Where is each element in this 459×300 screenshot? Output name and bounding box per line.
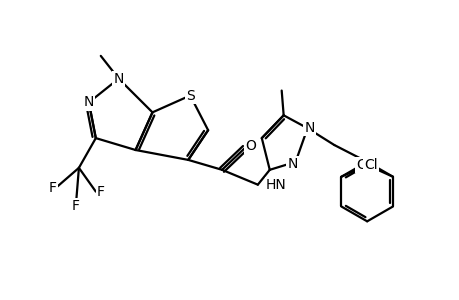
Text: F: F <box>72 200 80 214</box>
Text: Cl: Cl <box>364 158 377 172</box>
Text: N: N <box>304 121 314 135</box>
Text: O: O <box>245 139 256 153</box>
Text: N: N <box>84 95 94 110</box>
Text: F: F <box>49 181 57 195</box>
Text: N: N <box>287 157 297 171</box>
Text: HN: HN <box>265 178 286 192</box>
Text: S: S <box>185 88 194 103</box>
Text: N: N <box>113 72 123 86</box>
Text: Cl: Cl <box>356 158 369 172</box>
Text: F: F <box>96 184 105 199</box>
